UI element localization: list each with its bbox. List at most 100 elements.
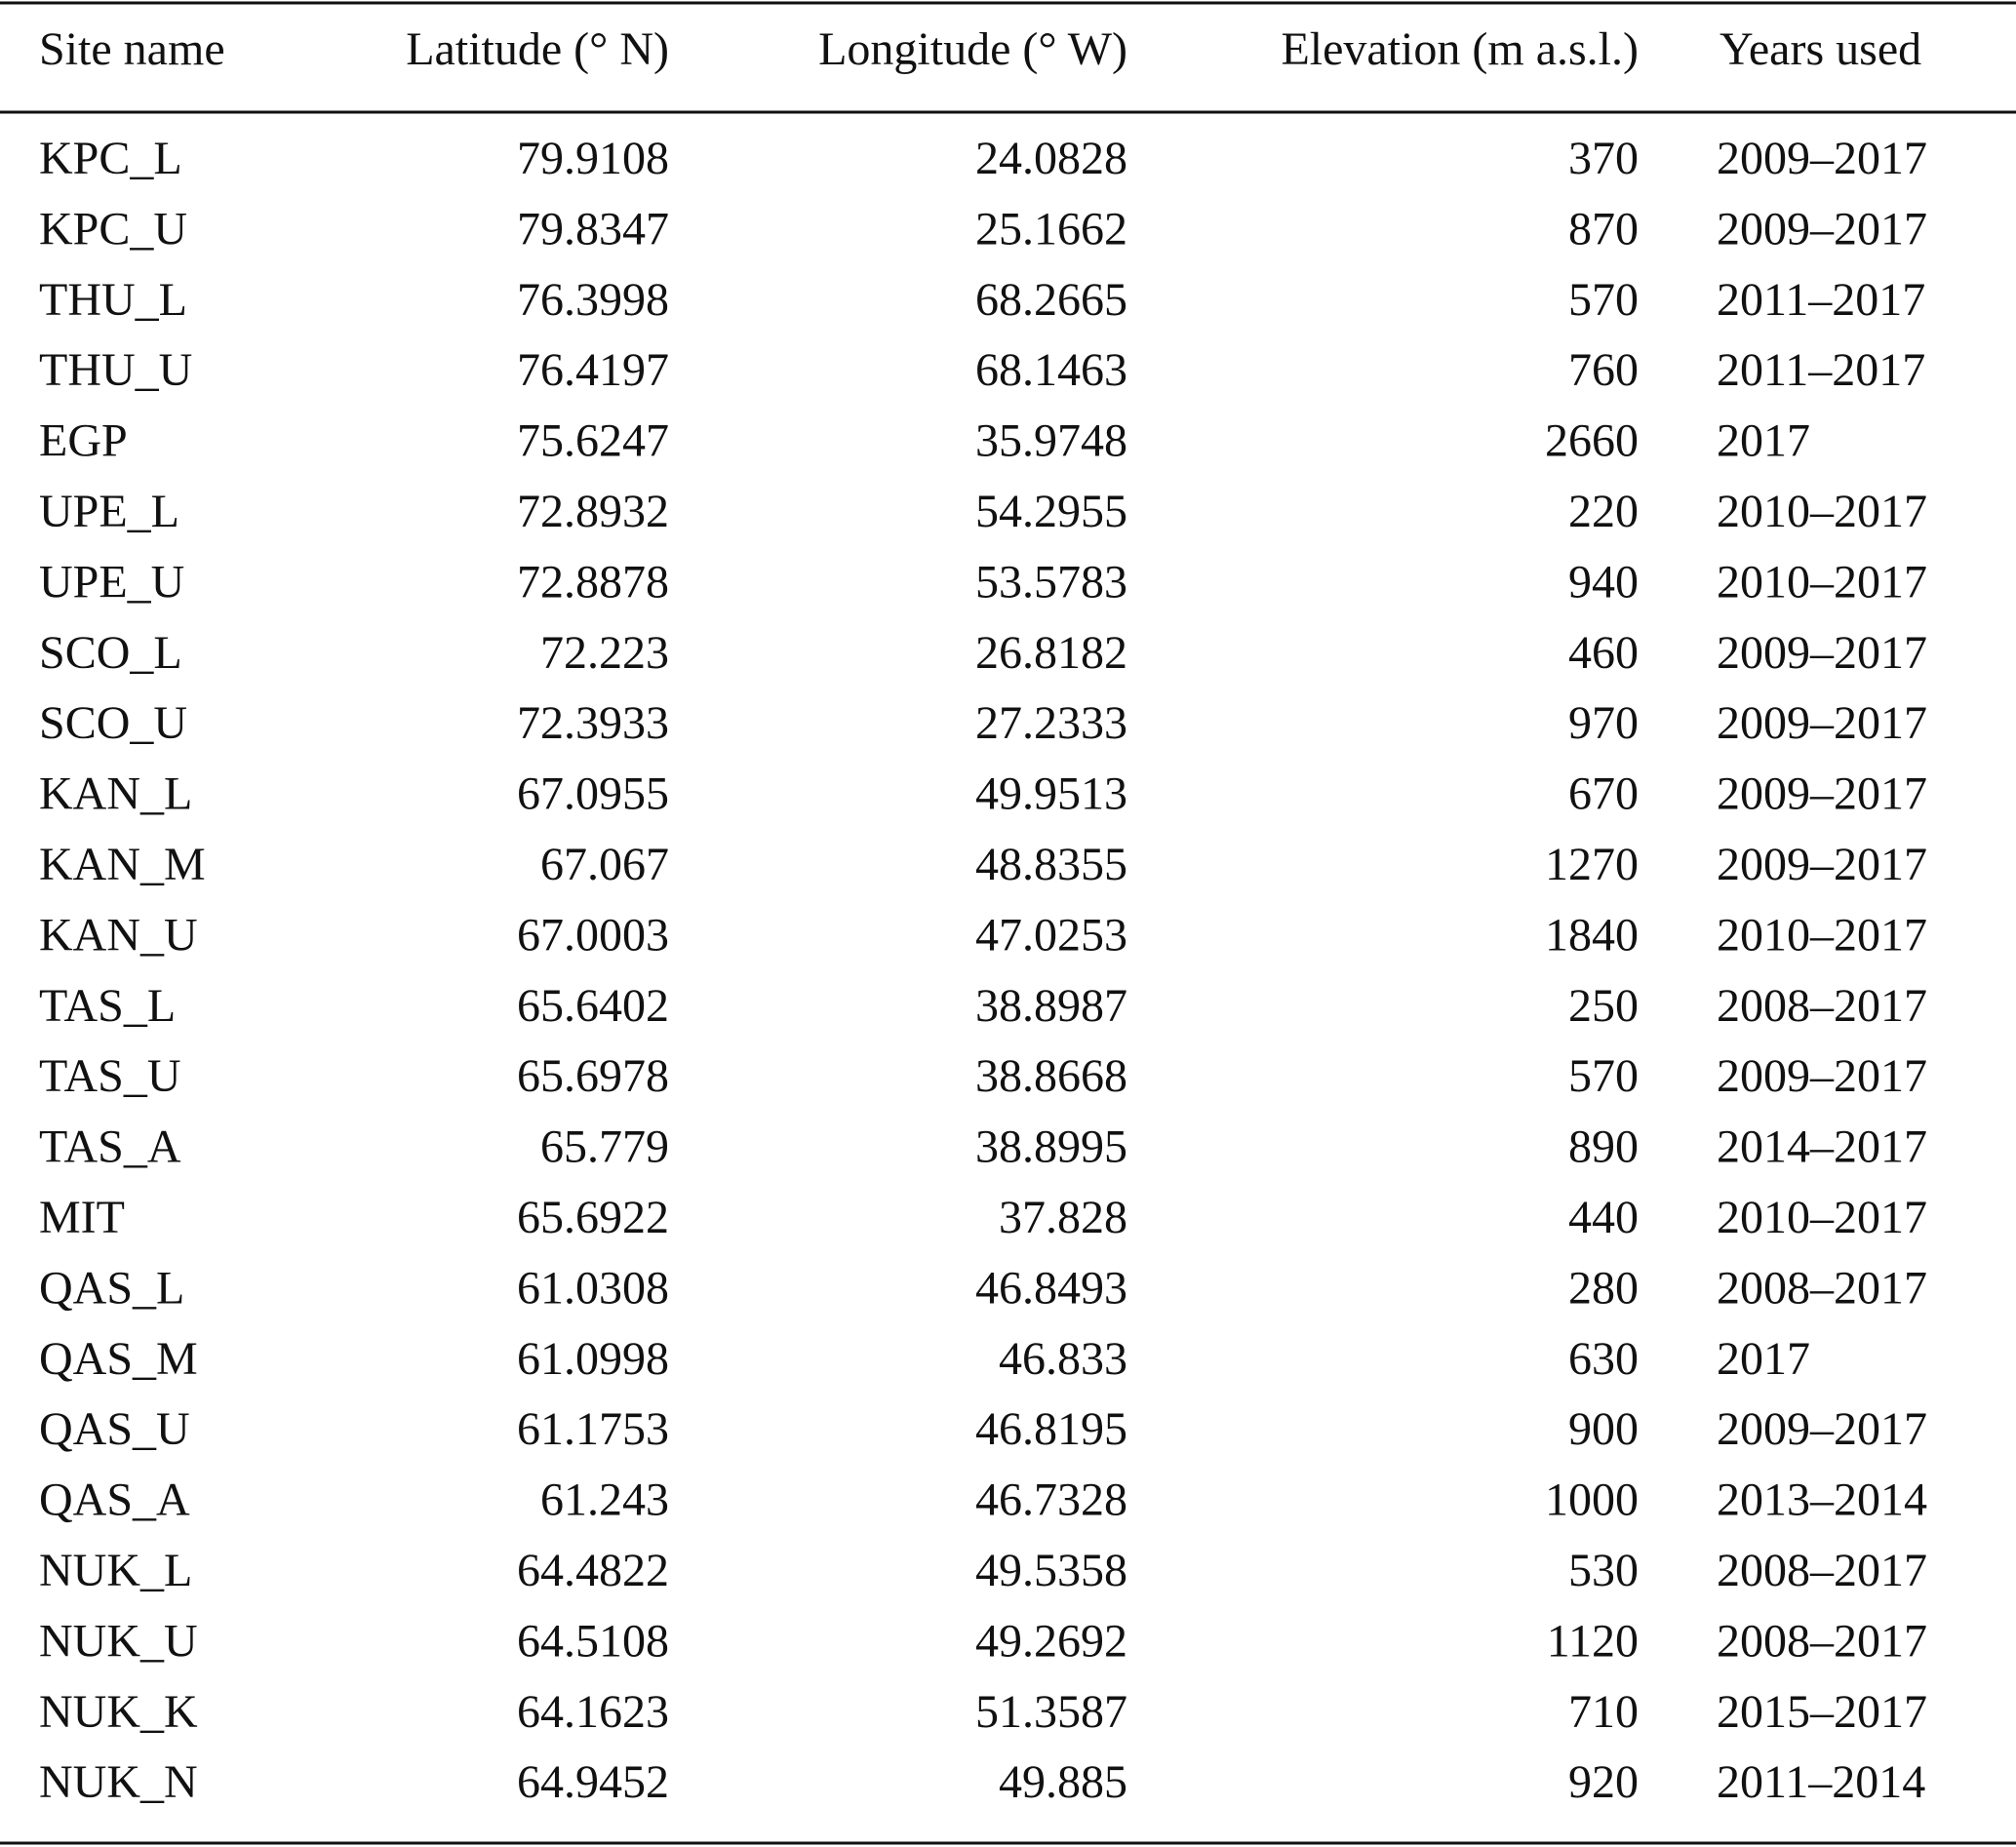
cell: 2010–2017 [1717,909,1927,961]
cell: 440 [1568,1192,1639,1243]
cell: 2015–2017 [1717,1686,1927,1738]
column-header: Latitude (° N) [406,23,669,75]
column-header: Elevation (m a.s.l.) [1281,23,1639,75]
site-name: NUK_U [39,1615,198,1667]
cell: 67.067 [540,839,669,890]
site-name: KAN_L [39,768,192,820]
cell: 460 [1568,627,1639,679]
cell: 2009–2017 [1717,133,1927,184]
cell: 760 [1568,344,1639,396]
cell: 2014–2017 [1717,1121,1927,1173]
cell: 64.9452 [517,1756,669,1808]
cell: 710 [1568,1686,1639,1738]
cell: 38.8987 [975,980,1127,1032]
cell: 2010–2017 [1717,486,1927,537]
site-name: THU_L [39,274,187,326]
site-name: TAS_A [39,1121,181,1173]
column-header: Longitude (° W) [818,23,1127,75]
site-name: MIT [39,1192,125,1243]
cell: 2010–2017 [1717,556,1927,608]
cell: 2011–2017 [1717,344,1925,396]
cell: 67.0955 [517,768,669,820]
site-name: NUK_N [39,1756,198,1808]
cell: 72.223 [540,627,669,679]
cell: 64.1623 [517,1686,669,1738]
cell: 49.885 [999,1756,1127,1808]
cell: 38.8668 [975,1050,1127,1102]
cell: 46.8195 [975,1403,1127,1455]
cell: 46.7328 [975,1474,1127,1526]
cell: 2008–2017 [1717,1262,1927,1314]
cell: 75.6247 [517,415,669,467]
cell: 530 [1568,1545,1639,1596]
cell: 220 [1568,486,1639,537]
cell: 2009–2017 [1717,1050,1927,1102]
cell: 64.5108 [517,1615,669,1667]
cell: 37.828 [999,1192,1127,1243]
site-name: THU_U [39,344,192,396]
cell: 25.1662 [975,203,1127,255]
cell: 46.833 [999,1333,1127,1385]
cell: 1840 [1545,909,1639,961]
cell: 570 [1568,1050,1639,1102]
cell: 47.0253 [975,909,1127,961]
column-header: Years used [1720,23,1921,75]
cell: 920 [1568,1756,1639,1808]
site-name: UPE_L [39,486,179,537]
cell: 65.779 [540,1121,669,1173]
cell: 870 [1568,203,1639,255]
site-name: KAN_M [39,839,206,890]
cell: 2010–2017 [1717,1192,1927,1243]
cell: 49.9513 [975,768,1127,820]
cell: 27.2333 [975,697,1127,749]
site-name: NUK_K [39,1686,198,1738]
cell: 26.8182 [975,627,1127,679]
cell: 65.6922 [517,1192,669,1243]
cell: 76.3998 [517,274,669,326]
site-name: QAS_M [39,1333,198,1385]
cell: 54.2955 [975,486,1127,537]
cell: 2011–2017 [1717,274,1925,326]
site-name: UPE_U [39,556,184,608]
cell: 72.8932 [517,486,669,537]
column-header: Site name [39,23,225,75]
cell: 670 [1568,768,1639,820]
site-name: EGP [39,415,128,467]
cell: 61.243 [540,1474,669,1526]
site-name: SCO_U [39,697,187,749]
cell: 65.6978 [517,1050,669,1102]
cell: 900 [1568,1403,1639,1455]
cell: 61.0308 [517,1262,669,1314]
cell: 970 [1568,697,1639,749]
cell: 46.8493 [975,1262,1127,1314]
cell: 940 [1568,556,1639,608]
cell: 24.0828 [975,133,1127,184]
cell: 72.3933 [517,697,669,749]
cell: 2008–2017 [1717,1545,1927,1596]
cell: 35.9748 [975,415,1127,467]
site-name: QAS_A [39,1474,190,1526]
cell: 2011–2014 [1717,1756,1925,1808]
cell: 2009–2017 [1717,627,1927,679]
cell: 68.1463 [975,344,1127,396]
site-name: TAS_U [39,1050,181,1102]
cell: 250 [1568,980,1639,1032]
cell: 61.1753 [517,1403,669,1455]
cell: 65.6402 [517,980,669,1032]
cell: 2009–2017 [1717,1403,1927,1455]
cell: 79.8347 [517,203,669,255]
cell: 67.0003 [517,909,669,961]
cell: 2008–2017 [1717,980,1927,1032]
cell: 2017 [1717,1333,1810,1385]
cell: 2013–2014 [1717,1474,1927,1526]
cell: 570 [1568,274,1639,326]
cell: 370 [1568,133,1639,184]
site-name: NUK_L [39,1545,192,1596]
cell: 76.4197 [517,344,669,396]
site-name: KAN_U [39,909,198,961]
cell: 79.9108 [517,133,669,184]
cell: 1270 [1545,839,1639,890]
site-name: QAS_U [39,1403,190,1455]
